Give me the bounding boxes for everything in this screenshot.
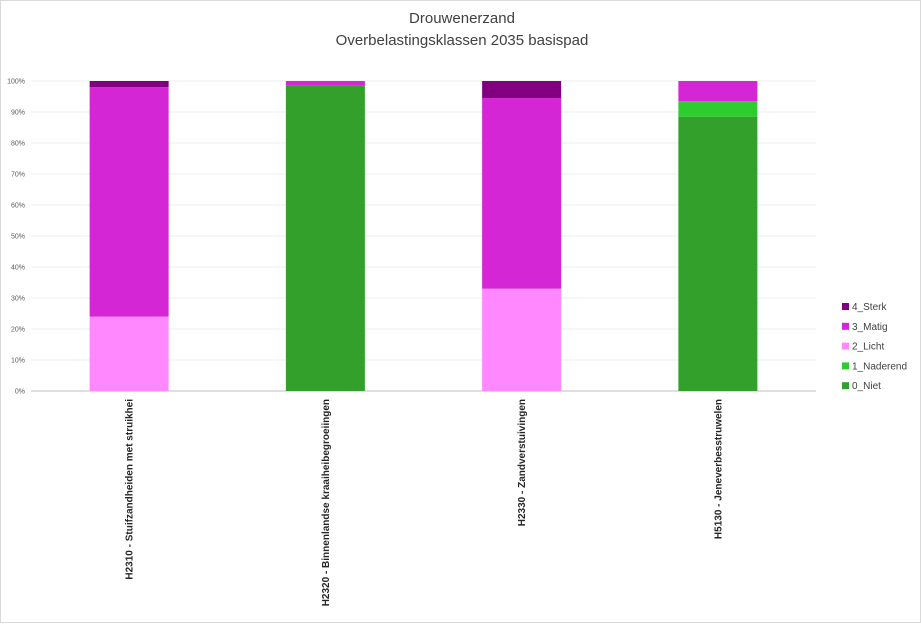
chart-subtitle: Overbelastingsklassen 2035 basispad xyxy=(336,32,589,49)
bar-segment xyxy=(678,81,758,102)
y-tick-label: 60% xyxy=(11,203,25,210)
bar-segment xyxy=(678,101,758,117)
y-tick-label: 90% xyxy=(11,110,25,117)
legend-item[interactable]: 4_Sterk xyxy=(842,302,887,313)
legend-item[interactable]: 1_Naderend xyxy=(842,361,907,372)
category-label: H2310 - Stuifzandheiden met struikhei xyxy=(125,399,136,580)
y-tick-label: 0% xyxy=(15,389,25,396)
category-labels: H2310 - Stuifzandheiden met struikhei H23… xyxy=(125,399,725,607)
legend-label: 3_Matig xyxy=(852,322,888,333)
bar-segment xyxy=(482,288,562,391)
legend-swatch xyxy=(842,303,849,310)
bar-segment xyxy=(678,116,758,392)
bar-segment xyxy=(89,81,169,88)
bar-segment xyxy=(482,81,562,99)
bar-segment xyxy=(285,81,365,86)
bars xyxy=(89,81,758,392)
category-label: H5130 - Jeneverbesstruwelen xyxy=(713,399,724,539)
legend-label: 4_Sterk xyxy=(852,302,887,313)
y-tick-label: 100% xyxy=(7,79,25,86)
legend-swatch xyxy=(842,382,849,390)
y-axis-ticks: 0% 10% 20% 30% 40% 50% 60% 70% 80% 90% 100% xyxy=(7,79,25,396)
bar-segment xyxy=(285,85,365,392)
legend-label: 1_Naderend xyxy=(852,361,907,372)
y-tick-label: 30% xyxy=(11,296,25,303)
bar-segment xyxy=(89,87,169,317)
y-tick-label: 70% xyxy=(11,172,25,179)
legend-swatch xyxy=(842,342,849,350)
y-tick-label: 10% xyxy=(11,358,25,365)
chart-title: Drouwenerzand xyxy=(409,10,515,27)
y-tick-label: 80% xyxy=(11,141,25,148)
legend[interactable]: 4_Sterk 3_Matig 2_Licht 1_Naderend 0_Niet xyxy=(842,302,907,392)
bar-segment xyxy=(89,316,169,391)
legend-swatch xyxy=(842,362,849,370)
bar-segment xyxy=(482,98,562,289)
category-label: H2330 - Zandverstuivingen xyxy=(517,399,528,526)
legend-item[interactable]: 3_Matig xyxy=(842,322,888,333)
y-tick-label: 40% xyxy=(11,265,25,272)
y-tick-label: 20% xyxy=(11,327,25,334)
legend-swatch xyxy=(842,322,849,330)
legend-item[interactable]: 0_Niet xyxy=(842,381,881,392)
y-tick-label: 50% xyxy=(11,234,25,241)
legend-label: 2_Licht xyxy=(852,342,884,353)
category-label: H2320 - Binnenlandse kraaiheibegroeiinge… xyxy=(321,399,332,606)
legend-label: 0_Niet xyxy=(852,381,881,392)
legend-item[interactable]: 2_Licht xyxy=(842,342,884,353)
